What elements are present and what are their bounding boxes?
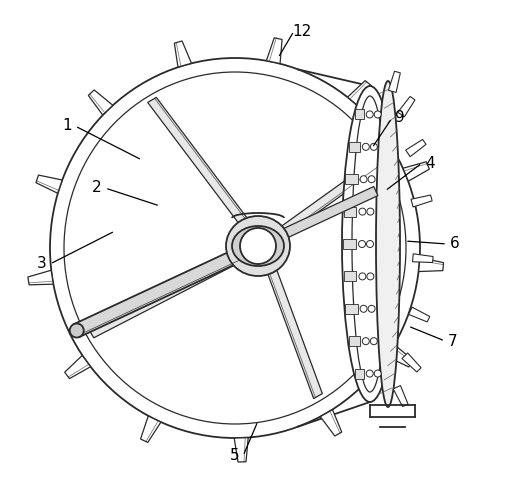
Polygon shape [346, 304, 357, 314]
Polygon shape [89, 90, 113, 115]
Polygon shape [346, 174, 357, 184]
Polygon shape [89, 254, 238, 338]
Polygon shape [355, 110, 364, 120]
Polygon shape [349, 142, 360, 152]
Polygon shape [74, 232, 277, 337]
Polygon shape [251, 186, 378, 252]
Polygon shape [28, 270, 53, 285]
Ellipse shape [64, 72, 406, 424]
Polygon shape [398, 96, 415, 117]
Polygon shape [387, 345, 413, 367]
Polygon shape [267, 266, 322, 399]
Polygon shape [409, 307, 430, 322]
Circle shape [362, 143, 369, 150]
Ellipse shape [342, 86, 398, 402]
Polygon shape [388, 71, 400, 92]
Circle shape [360, 305, 367, 312]
Polygon shape [402, 353, 421, 372]
Text: 12: 12 [292, 23, 312, 39]
Text: 1: 1 [62, 119, 72, 133]
Polygon shape [412, 254, 433, 262]
Ellipse shape [376, 81, 400, 407]
Text: 4: 4 [425, 156, 435, 171]
Polygon shape [348, 80, 371, 106]
Polygon shape [320, 410, 342, 436]
Text: 5: 5 [230, 448, 240, 463]
Circle shape [360, 176, 367, 183]
Circle shape [359, 273, 366, 280]
Ellipse shape [352, 96, 388, 392]
Text: 3: 3 [37, 256, 47, 271]
Text: 6: 6 [450, 237, 460, 251]
Polygon shape [343, 207, 356, 217]
Circle shape [362, 338, 369, 345]
Circle shape [370, 143, 377, 150]
Text: 2: 2 [92, 181, 102, 195]
Polygon shape [148, 97, 249, 226]
Polygon shape [234, 437, 248, 462]
Polygon shape [355, 369, 364, 378]
Circle shape [368, 176, 375, 183]
Polygon shape [175, 41, 192, 67]
Ellipse shape [70, 323, 84, 337]
Polygon shape [349, 336, 360, 346]
Ellipse shape [226, 216, 290, 276]
Text: 7: 7 [448, 333, 458, 349]
Polygon shape [278, 158, 381, 237]
Ellipse shape [240, 228, 276, 264]
Polygon shape [343, 239, 356, 249]
Polygon shape [36, 175, 62, 193]
Text: 9: 9 [395, 111, 405, 125]
Circle shape [366, 111, 373, 118]
Ellipse shape [232, 226, 284, 266]
Polygon shape [406, 139, 426, 157]
Circle shape [359, 208, 366, 215]
Circle shape [370, 338, 377, 345]
Polygon shape [393, 385, 408, 407]
Polygon shape [266, 38, 282, 63]
Circle shape [374, 370, 381, 377]
Polygon shape [140, 416, 161, 442]
Circle shape [367, 241, 373, 248]
Polygon shape [419, 257, 443, 271]
Circle shape [358, 241, 366, 248]
Polygon shape [343, 271, 356, 281]
Polygon shape [403, 162, 429, 181]
Circle shape [367, 273, 374, 280]
Circle shape [374, 111, 381, 118]
Circle shape [366, 370, 373, 377]
Ellipse shape [50, 58, 420, 438]
Circle shape [368, 305, 375, 312]
Circle shape [367, 208, 374, 215]
Polygon shape [411, 195, 432, 207]
Polygon shape [65, 356, 91, 378]
